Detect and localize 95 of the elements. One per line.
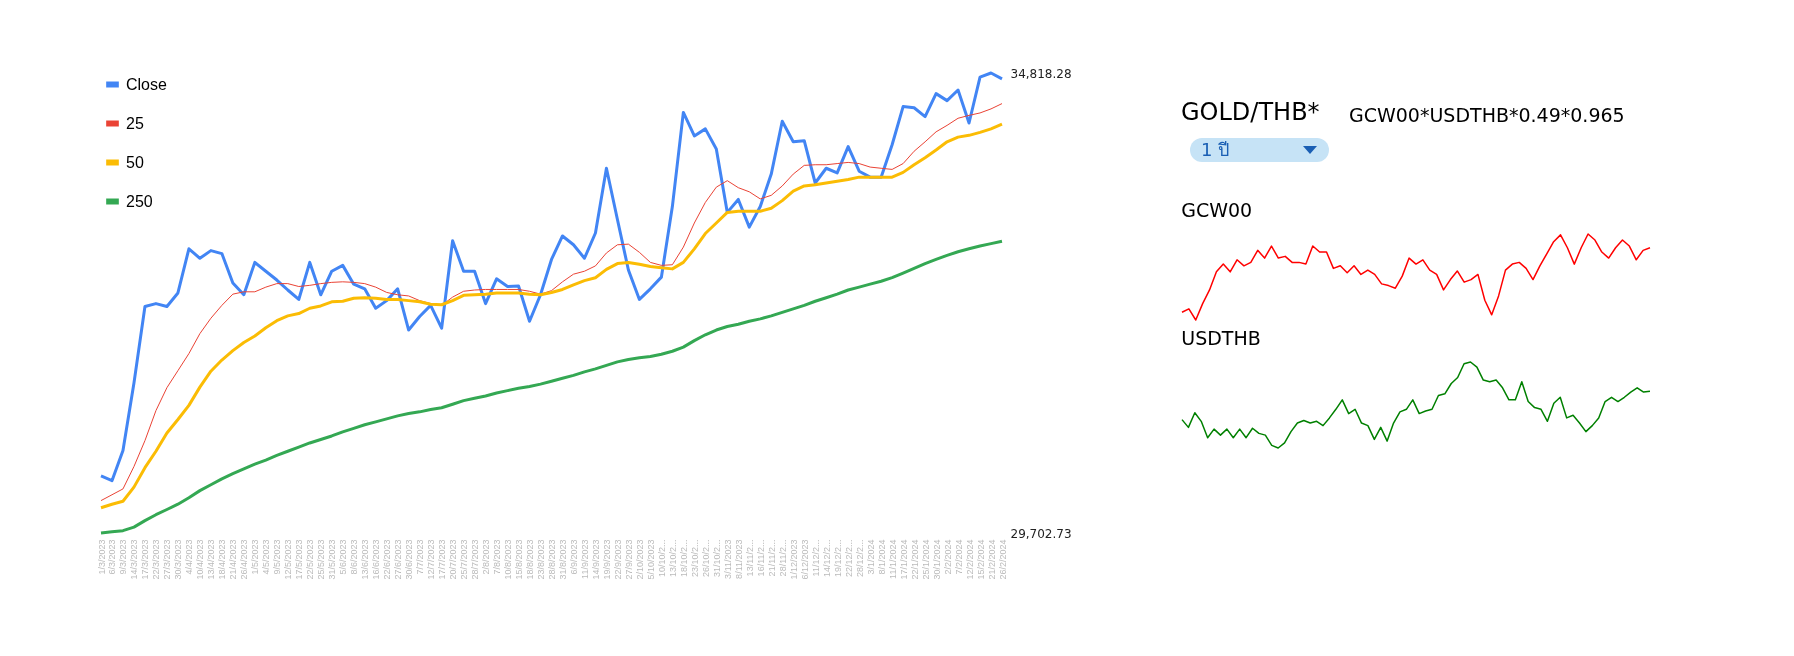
text: GOLD/THB* — [1181, 98, 1320, 126]
x-tick-label: 17/3/2023 — [140, 539, 151, 580]
x-tick-label: 22/3/2023 — [151, 539, 162, 580]
x-tick-label: 8/11/2023 — [733, 539, 744, 579]
x-tick-label: 13/4/2023 — [206, 539, 217, 580]
x-tick-label: 7/8/2023 — [492, 539, 503, 575]
x-tick-label: 22/12/2... — [843, 539, 854, 578]
x-tick-label: 13/6/2023 — [360, 539, 371, 580]
x-tick-label: 21/2/2024 — [986, 539, 997, 580]
x-tick-label: 26/2/2024 — [997, 539, 1008, 580]
x-tick-label: 30/3/2023 — [173, 539, 184, 580]
y-tick-label: 34,818.28 — [1010, 66, 1072, 81]
x-tick-label: 1/12/2023 — [788, 539, 799, 580]
x-tick-label: 7/2/2024 — [953, 539, 964, 575]
x-tick-label: 6/9/2023 — [568, 539, 579, 575]
legend-label: 50 — [126, 153, 144, 171]
dropdown: 1 ปี — [1190, 138, 1329, 162]
x-tick-label: 28/12/2... — [854, 539, 865, 578]
legend-label: 250 — [126, 192, 153, 210]
x-tick-label: 25/7/2023 — [459, 539, 470, 580]
chart-title: GCW00 — [1181, 199, 1253, 222]
x-tick-label: 12/7/2023 — [426, 539, 437, 580]
x-tick-label: 9/5/2023 — [272, 539, 283, 575]
x-tick-label: 1/5/2023 — [250, 539, 261, 575]
x-tick-label: 11/9/2023 — [579, 539, 590, 579]
legend-label: 25 — [126, 114, 144, 132]
x-tick-label: 16/6/2023 — [371, 539, 382, 580]
x-tick-label: 8/6/2023 — [349, 539, 360, 575]
x-tick-label: 17/1/2024 — [898, 539, 909, 580]
x-tick-label: 5/10/2023 — [645, 539, 656, 580]
x-tick-label: 30/6/2023 — [404, 539, 415, 580]
x-tick-label: 11/1/2024 — [887, 539, 898, 579]
x-tick-label: 21/11/2... — [766, 539, 777, 577]
x-tick-label: 23/8/2023 — [536, 539, 547, 580]
x-tick-label: 27/9/2023 — [623, 539, 634, 580]
x-tick-label: 16/11/2... — [755, 539, 766, 577]
x-tick-label: 2/2/2024 — [942, 539, 953, 575]
x-tick-label: 17/5/2023 — [294, 539, 305, 580]
x-tick-label: 10/10/2... — [656, 539, 667, 578]
x-tick-label: 22/5/2023 — [305, 539, 316, 580]
x-tick-label: 18/8/2023 — [525, 539, 536, 580]
x-tick-label: 17/7/2023 — [437, 539, 448, 580]
x-tick-label: 10/4/2023 — [195, 539, 206, 580]
line-series — [99, 239, 1004, 535]
x-tick-label: 22/6/2023 — [382, 539, 393, 580]
chart-title: USDTHB — [1181, 327, 1261, 350]
y-tick-label: 29,702.73 — [1010, 526, 1072, 541]
x-tick-label: 12/2/2024 — [964, 539, 975, 580]
x-tick-label: 19/9/2023 — [601, 539, 612, 580]
x-tick-label: 5/6/2023 — [338, 539, 349, 575]
x-tick-label: 13/10/2... — [667, 539, 678, 578]
x-tick-label: 9/3/2023 — [118, 539, 129, 575]
x-tick-label: 3/1/2024 — [865, 539, 876, 575]
x-tick-label: 30/1/2024 — [931, 539, 942, 580]
x-tick-label: 14/3/2023 — [129, 539, 140, 580]
x-tick-label: 20/7/2023 — [448, 539, 459, 580]
x-tick-label: 22/9/2023 — [612, 539, 623, 580]
x-tick-label: 28/7/2023 — [470, 539, 481, 580]
x-tick-label: 23/10/2... — [689, 539, 700, 578]
x-tick-label: 14/12/2... — [821, 539, 832, 578]
x-tick-label: 14/9/2023 — [590, 539, 601, 580]
x-tick-label: 6/12/2023 — [799, 539, 810, 580]
x-tick-label: 10/8/2023 — [503, 539, 514, 580]
x-tick-label: 12/5/2023 — [283, 539, 294, 580]
x-tick-label: 28/8/2023 — [547, 539, 557, 580]
x-tick-label: 1/3/2023 — [96, 539, 107, 575]
x-tick-label: 27/6/2023 — [393, 539, 404, 580]
x-tick-label: 2/8/2023 — [481, 539, 492, 575]
x-tick-label: 3/11/2023 — [722, 539, 733, 579]
x-tick-label: 13/11/2... — [744, 539, 755, 577]
x-tick-label: 31/10/2... — [711, 539, 722, 578]
x-tick-label: 31/8/2023 — [557, 539, 568, 580]
x-tick-label: 4/5/2023 — [261, 539, 272, 575]
x-tick-label: 2/10/2023 — [634, 539, 645, 580]
x-tick-label: 18/10/2... — [678, 539, 689, 578]
x-tick-label: 19/12/2... — [832, 539, 843, 578]
x-tick-label: 27/3/2023 — [162, 539, 173, 580]
x-tick-label: 7/7/2023 — [415, 539, 426, 575]
x-tick-label: 6/3/2023 — [107, 539, 118, 575]
x-tick-label: 31/5/2023 — [327, 539, 338, 580]
x-tick-label: 4/4/2023 — [184, 539, 195, 575]
x-tick-label: 8/1/2024 — [876, 539, 887, 575]
x-tick-label: 21/4/2023 — [228, 539, 239, 580]
x-tick-label: 18/4/2023 — [217, 539, 228, 580]
x-tick-label: 26/10/2... — [700, 539, 711, 578]
x-tick-label: 15/8/2023 — [514, 539, 525, 580]
x-tick-label: 15/2/2024 — [975, 539, 986, 580]
x-tick-label: 25/1/2024 — [920, 539, 931, 580]
x-tick-label: 26/4/2023 — [239, 539, 250, 580]
x-tick-label: 25/5/2023 — [316, 539, 327, 580]
legend-label: Close — [126, 75, 168, 93]
x-tick-label: 11/12/2... — [810, 539, 821, 577]
x-tick-label: 28/11/2... — [777, 539, 788, 577]
x-tick-label: 22/1/2024 — [909, 539, 920, 580]
text: GCW00*USDTHB*0.49*0.965 — [1349, 104, 1625, 126]
